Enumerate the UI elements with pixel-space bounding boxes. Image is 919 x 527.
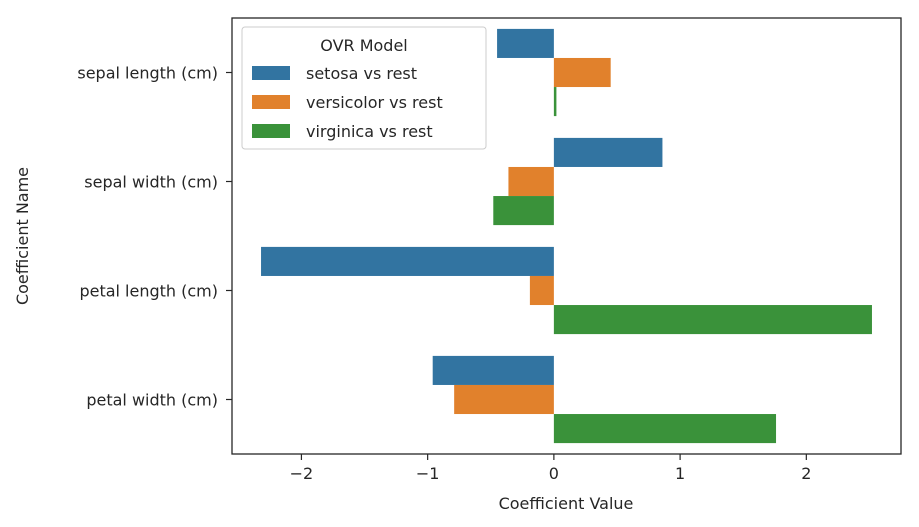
x-tick-label: 1 — [675, 464, 685, 483]
bar — [553, 87, 557, 117]
x-tick-label: −2 — [290, 464, 314, 483]
bar — [553, 57, 611, 88]
bar — [497, 28, 554, 58]
plot-area-frame — [231, 17, 902, 455]
legend-entry-label: versicolor vs rest — [306, 93, 443, 112]
x-tick-label: −1 — [416, 464, 440, 483]
bar — [261, 246, 554, 276]
legend-swatch — [252, 66, 290, 80]
y-tick-label: petal width (cm) — [86, 391, 218, 410]
y-tick-label: petal length (cm) — [79, 282, 218, 301]
bar — [553, 137, 663, 167]
x-tick-label: 2 — [801, 464, 811, 483]
legend-title: OVR Model — [320, 36, 408, 55]
x-axis-ticks: −2 −1 0 1 2 — [290, 454, 811, 483]
legend-entry-label: virginica vs rest — [306, 122, 433, 141]
legend: OVR Model setosa vs rest versicolor vs re… — [241, 26, 487, 150]
bar — [553, 414, 777, 444]
y-tick-label: sepal length (cm) — [77, 64, 218, 83]
bar — [454, 384, 554, 415]
bar — [529, 275, 554, 306]
bar — [508, 166, 554, 197]
legend-swatch — [252, 124, 290, 138]
bar — [493, 196, 554, 226]
y-axis-ticks: sepal length (cm) sepal width (cm) petal l… — [77, 64, 232, 410]
bar — [553, 305, 872, 335]
y-axis-label: Coefficient Name — [13, 167, 32, 305]
x-axis-label: Coefficient Value — [499, 494, 634, 513]
legend-swatch — [252, 95, 290, 109]
legend-frame — [241, 26, 487, 150]
bar-group — [261, 28, 872, 444]
y-tick-label: sepal width (cm) — [84, 173, 218, 192]
legend-items: setosa vs rest versicolor vs rest virginic… — [252, 64, 443, 141]
x-tick-label: 0 — [549, 464, 559, 483]
legend-entry-label: setosa vs rest — [306, 64, 417, 83]
bar — [432, 355, 554, 385]
